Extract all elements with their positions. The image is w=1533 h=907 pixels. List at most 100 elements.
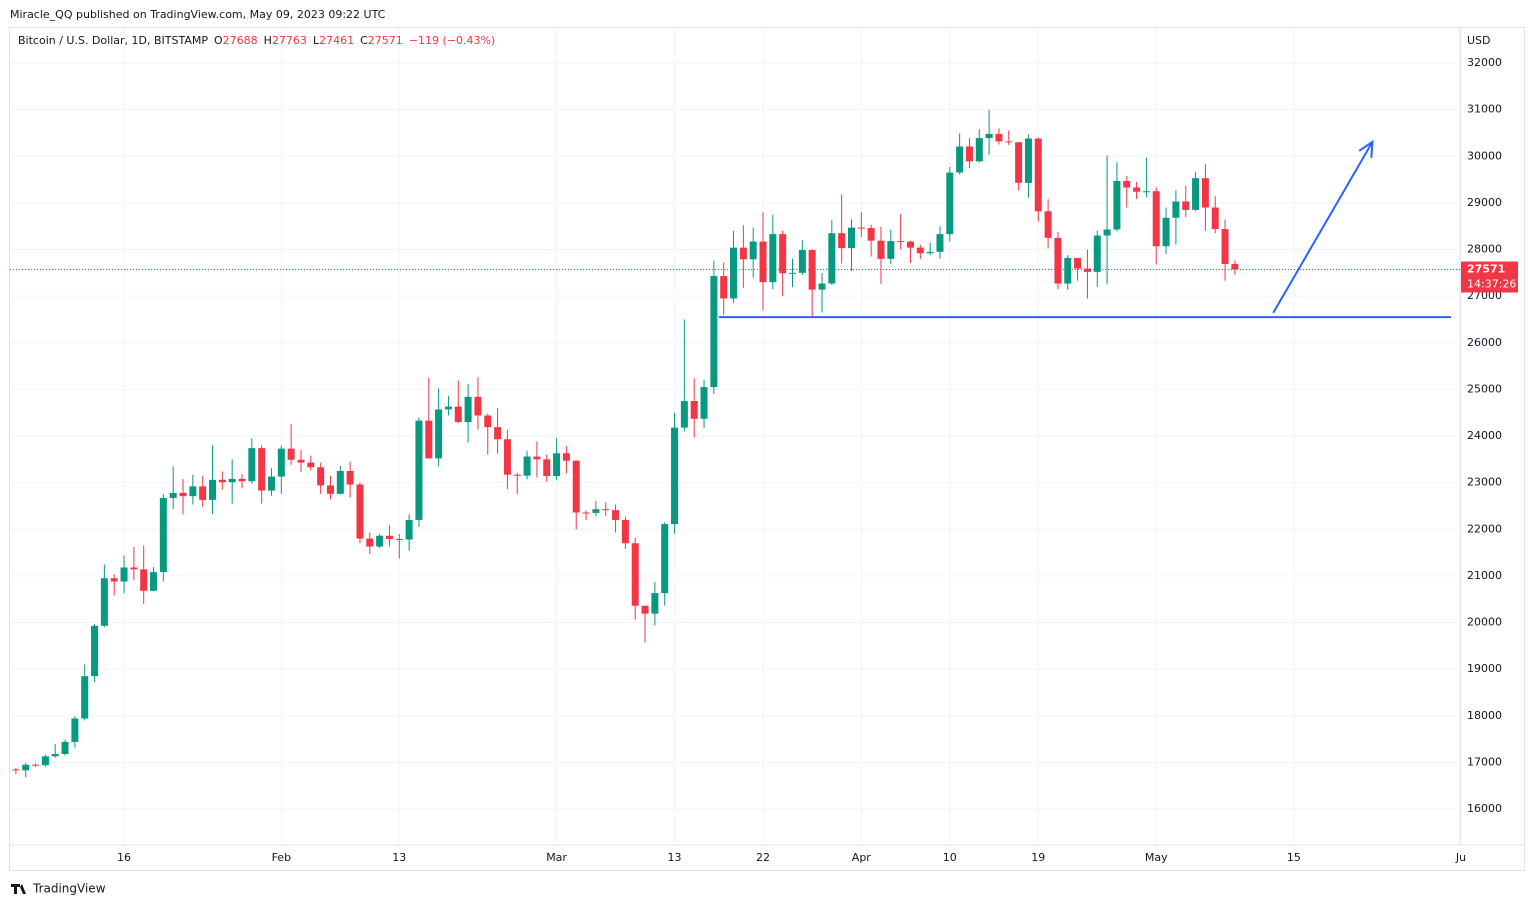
candle-body bbox=[690, 401, 698, 419]
candle-body bbox=[454, 406, 462, 423]
candle-body bbox=[258, 448, 266, 491]
candle-body bbox=[81, 676, 89, 719]
candle-body bbox=[189, 486, 197, 497]
candle-body bbox=[209, 479, 217, 500]
candle-body bbox=[267, 476, 275, 491]
candle-body bbox=[1221, 228, 1229, 264]
candle-body bbox=[238, 478, 246, 482]
candle-body bbox=[779, 234, 787, 274]
candle-body bbox=[435, 409, 443, 459]
candle-body bbox=[32, 764, 40, 766]
y-tick-label: 26000 bbox=[1467, 336, 1502, 349]
y-tick-label: 17000 bbox=[1467, 755, 1502, 768]
candle-body bbox=[867, 228, 875, 241]
candle-body bbox=[975, 138, 983, 162]
y-tick-label: 18000 bbox=[1467, 709, 1502, 722]
candle-body bbox=[602, 509, 610, 511]
publisher: Miracle_QQ published on TradingView.com,… bbox=[10, 8, 386, 21]
candle-body bbox=[847, 227, 855, 249]
candle-body bbox=[464, 396, 472, 423]
candle-body bbox=[592, 509, 600, 513]
candle-body bbox=[749, 241, 757, 260]
candle-body bbox=[808, 249, 816, 290]
candle-body bbox=[739, 247, 747, 260]
x-tick-label: 13 bbox=[392, 851, 406, 864]
candle-body bbox=[759, 241, 767, 283]
x-tick-label: Feb bbox=[272, 851, 291, 864]
candle-body bbox=[484, 415, 492, 428]
candle-body bbox=[317, 467, 325, 486]
candle-body bbox=[277, 448, 285, 477]
candle-body bbox=[543, 459, 551, 477]
candle-body bbox=[877, 240, 885, 259]
candle-body bbox=[51, 753, 59, 757]
grid bbox=[10, 28, 1462, 845]
x-tick-label: 15 bbox=[1287, 851, 1301, 864]
candle-body bbox=[730, 247, 738, 299]
ohlc-label: C bbox=[360, 34, 368, 47]
x-tick-label: Ju bbox=[1455, 851, 1466, 864]
price-label-box bbox=[1461, 261, 1518, 293]
candle-body bbox=[376, 535, 384, 547]
y-tick-label: 25000 bbox=[1467, 382, 1502, 395]
ohlc-label: L bbox=[313, 34, 320, 47]
candle-body bbox=[385, 535, 393, 540]
y-tick-label: 20000 bbox=[1467, 616, 1502, 629]
candle-body bbox=[553, 453, 561, 477]
footer: TradingView bbox=[32, 882, 106, 896]
candle-body bbox=[985, 133, 993, 139]
y-tick-label: 28000 bbox=[1467, 243, 1502, 256]
ohlc-value: 27688 bbox=[223, 34, 258, 47]
candle-body bbox=[965, 146, 973, 162]
candle-body bbox=[818, 283, 826, 290]
candle-body bbox=[366, 538, 374, 547]
candle-body bbox=[857, 227, 865, 229]
candle-body bbox=[700, 387, 708, 419]
x-tick-label: Apr bbox=[852, 851, 872, 864]
candle-body bbox=[641, 605, 649, 614]
arrow-head bbox=[1358, 139, 1374, 158]
candle-body bbox=[631, 543, 639, 606]
candle-body bbox=[336, 470, 344, 494]
candle-body bbox=[926, 251, 934, 254]
candle-body bbox=[1103, 229, 1111, 236]
candle-body bbox=[1172, 201, 1180, 218]
candle-body bbox=[1211, 207, 1219, 229]
candle-body bbox=[995, 133, 1003, 142]
candle-body bbox=[1142, 191, 1150, 193]
y-tick-label: 16000 bbox=[1467, 802, 1502, 815]
candle-body bbox=[612, 510, 620, 520]
candle-body bbox=[218, 479, 226, 483]
y-tick-label: 23000 bbox=[1467, 476, 1502, 489]
ohlc-value: 27461 bbox=[319, 34, 354, 47]
ohlc-value: 27763 bbox=[272, 34, 307, 47]
candle-body bbox=[503, 439, 511, 475]
candle-body bbox=[906, 241, 914, 248]
candle-body bbox=[1034, 138, 1042, 212]
candle-body bbox=[1005, 141, 1013, 143]
candle-body bbox=[828, 233, 836, 284]
countdown: 14:37:26 bbox=[1467, 278, 1516, 291]
candle-body bbox=[199, 486, 207, 500]
x-tick-label: 16 bbox=[117, 851, 131, 864]
candle-body bbox=[71, 718, 79, 742]
candle-body bbox=[946, 172, 954, 235]
candle-body bbox=[179, 492, 187, 497]
candle-body bbox=[897, 241, 905, 243]
candle-body bbox=[356, 484, 364, 539]
candle-body bbox=[798, 249, 806, 273]
candle-body bbox=[956, 146, 964, 173]
candle-body bbox=[769, 234, 777, 283]
candle-body bbox=[720, 276, 728, 299]
candle-body bbox=[1064, 257, 1072, 284]
candle-body bbox=[523, 456, 531, 476]
candle-body bbox=[91, 625, 99, 677]
candle-body bbox=[533, 456, 541, 460]
candle-body bbox=[425, 420, 433, 459]
candle-body bbox=[1201, 178, 1209, 208]
y-tick-label: 32000 bbox=[1467, 56, 1502, 69]
candle-body bbox=[1152, 191, 1160, 247]
candle-body bbox=[838, 233, 846, 249]
